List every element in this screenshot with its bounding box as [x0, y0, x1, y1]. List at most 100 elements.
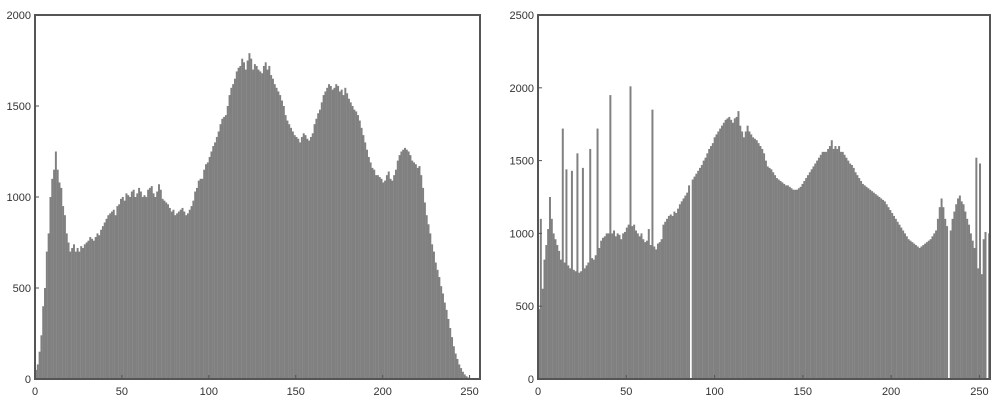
histogram-bar [919, 248, 921, 379]
histogram-bar [451, 337, 453, 379]
histogram-bar [611, 233, 613, 379]
histogram-bar [937, 219, 939, 379]
histogram-bar [324, 91, 326, 379]
histogram-bar [931, 236, 933, 379]
histogram-bar [930, 239, 932, 379]
histogram-bar [268, 66, 270, 379]
histogram-bar [792, 190, 794, 379]
histogram-bar [653, 247, 655, 380]
histogram-bar [245, 70, 247, 379]
histogram-bar [893, 216, 895, 379]
histogram-bar [375, 175, 377, 379]
histogram-bar [858, 178, 860, 379]
histogram-bar [162, 199, 164, 379]
histogram-bar [180, 210, 182, 379]
histogram-bar [591, 258, 593, 379]
histogram-bar [97, 233, 99, 379]
histogram-bar [89, 237, 91, 379]
histogram-bar [827, 149, 829, 379]
histogram-bar [906, 236, 908, 379]
histogram-bar [98, 235, 100, 379]
histogram-bar [176, 213, 178, 379]
histogram-bar [855, 172, 857, 379]
histogram-bar [256, 66, 258, 379]
histogram-bar [697, 171, 699, 379]
histogram-bar [754, 139, 756, 379]
histogram-bar [862, 184, 864, 379]
histogram-bar [767, 166, 769, 379]
histogram-bar [60, 188, 62, 379]
histogram-bar [297, 139, 299, 379]
histogram-bar [664, 222, 666, 379]
histogram-bar [355, 111, 357, 379]
histogram-bar [668, 216, 670, 379]
histogram-bar [440, 286, 442, 379]
histogram-bar [646, 241, 648, 379]
histogram-bar [395, 170, 397, 379]
histogram-bar [232, 84, 234, 379]
histogram-bar [160, 190, 162, 379]
histogram-bar [379, 177, 381, 379]
histogram-bar [644, 242, 646, 379]
histogram-bar [290, 128, 292, 379]
histogram-bar [774, 175, 776, 379]
histogram-bar [549, 197, 551, 379]
histogram-bar [386, 175, 388, 379]
histogram-bar [86, 243, 88, 380]
histogram-bar [878, 197, 880, 379]
histogram-bar [424, 202, 426, 379]
histogram-bar [127, 195, 129, 379]
histogram-bar [78, 252, 80, 379]
histogram-bar [726, 118, 728, 379]
histogram-bar [542, 289, 544, 379]
y-tick-label: 500 [516, 301, 534, 313]
histogram-bar [547, 229, 549, 379]
histogram-bar [178, 212, 180, 379]
histogram-bar [95, 237, 97, 379]
histogram-bar [279, 95, 281, 379]
histogram-bar [100, 230, 102, 379]
histogram-bar [739, 126, 741, 379]
histogram-bar [944, 219, 946, 379]
histogram-bar [648, 229, 650, 379]
histogram-bar [415, 164, 417, 379]
x-tick-label: 0 [32, 386, 38, 398]
histogram-bar [169, 208, 171, 379]
histogram-bar [118, 204, 120, 379]
histogram-bar [267, 70, 269, 379]
histogram-bar [626, 228, 628, 379]
histogram-bar [922, 245, 924, 379]
histogram-bar [543, 260, 545, 379]
histogram-bar [238, 68, 240, 379]
histogram-bar [701, 165, 703, 379]
histogram-bar [357, 115, 359, 379]
histogram-bar [194, 192, 196, 379]
histogram-bar [420, 175, 422, 379]
histogram-bar [417, 168, 419, 379]
histogram-bar [328, 84, 330, 379]
histogram-bar [107, 215, 109, 379]
histogram-bar [578, 273, 580, 379]
histogram-bar [341, 90, 343, 379]
histogram-bar [716, 134, 718, 379]
histogram-bar [600, 241, 602, 379]
histogram-bar [565, 169, 567, 379]
histogram-bar [796, 190, 798, 379]
histogram-bar [593, 260, 595, 379]
histogram-bar [576, 153, 578, 379]
y-tick-label: 1000 [510, 228, 534, 240]
histogram-bar [802, 184, 804, 379]
histogram-bar [221, 119, 223, 379]
histogram-bar [617, 233, 619, 379]
histogram-bar [134, 197, 136, 379]
histogram-bar [842, 152, 844, 379]
histogram-bar [73, 244, 75, 379]
histogram-bar [111, 212, 113, 379]
histogram-bar [343, 95, 345, 379]
histogram-bar [635, 230, 637, 379]
histogram-bar [737, 111, 739, 379]
histogram-bar [598, 248, 600, 379]
histogram-bar [409, 155, 411, 379]
histogram-bar [818, 158, 820, 379]
histogram-bar [805, 178, 807, 379]
